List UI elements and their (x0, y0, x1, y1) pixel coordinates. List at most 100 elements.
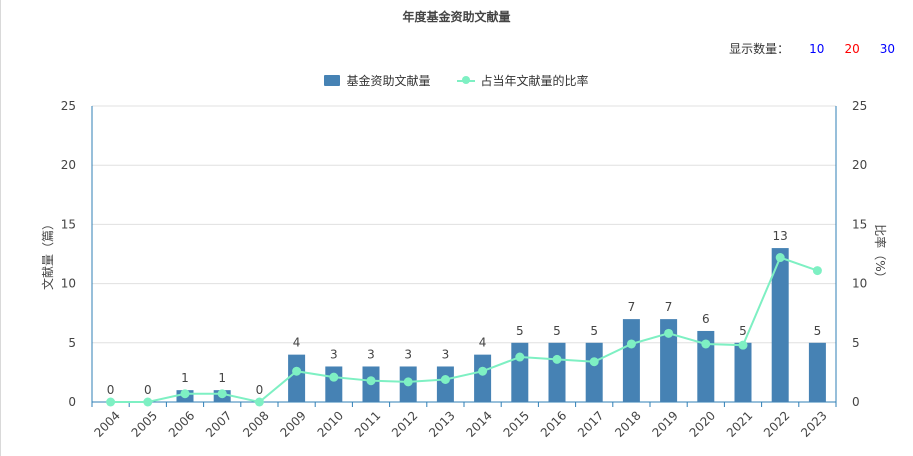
bar-data-label: 1 (181, 371, 189, 385)
x-tick-label: 2022 (761, 408, 792, 439)
ratio-point (106, 397, 116, 407)
x-tick-label: 2004 (91, 408, 122, 439)
ratio-point (440, 375, 450, 385)
ratio-point (180, 389, 190, 399)
y-tick-label: 5 (68, 336, 76, 350)
display-count-option-30[interactable]: 30 (879, 42, 895, 56)
chart-title: 年度基金资助文献量 (402, 10, 511, 24)
bar-data-label: 3 (404, 347, 412, 361)
x-tick-label: 2008 (240, 408, 271, 439)
ratio-point (143, 397, 153, 407)
bar-data-label: 13 (773, 229, 788, 243)
x-tick-label: 2010 (315, 408, 346, 439)
x-tick-label: 2014 (463, 408, 494, 439)
x-tick-label: 2023 (798, 408, 829, 439)
ratio-point (292, 366, 302, 376)
bar (548, 342, 566, 402)
y-tick-label: 10 (61, 277, 76, 291)
y-tick-label: 20 (61, 158, 76, 172)
x-tick-label: 2019 (649, 408, 680, 439)
y-tick-label: 0 (68, 395, 76, 409)
display-count-option-20[interactable]: 20 (844, 42, 860, 56)
bar-data-label: 0 (256, 383, 264, 397)
y2-tick-label: 10 (852, 277, 867, 291)
ratio-point (254, 397, 264, 407)
ratio-point (701, 339, 711, 349)
bar-data-label: 0 (107, 383, 115, 397)
legend-item-bar-series[interactable]: 基金资助文献量 (324, 72, 431, 89)
bar (288, 354, 306, 402)
display-count-control: 显示数量： 10 20 30 (729, 40, 895, 57)
x-tick-label: 2017 (575, 408, 606, 439)
x-tick-label: 2009 (277, 408, 308, 439)
bar (474, 354, 492, 402)
y-tick-label: 15 (61, 217, 76, 231)
ratio-point (552, 354, 562, 364)
bar (734, 342, 752, 402)
ratio-point (664, 328, 674, 338)
ratio-point (515, 352, 525, 362)
bar-data-label: 5 (590, 324, 598, 338)
legend-bar-swatch (324, 75, 341, 86)
bar (622, 319, 640, 402)
y2-tick-label: 5 (852, 336, 860, 350)
y2-tick-label: 15 (852, 217, 867, 231)
bar-data-label: 3 (367, 347, 375, 361)
x-tick-label: 2020 (687, 408, 718, 439)
legend-line-label: 占当年文献量的比率 (480, 74, 589, 88)
ratio-point (626, 339, 636, 349)
bar (325, 366, 343, 402)
bar-data-label: 5 (814, 324, 822, 338)
bar (660, 319, 678, 402)
bar-data-label: 1 (218, 371, 226, 385)
x-tick-label: 2015 (501, 408, 532, 439)
ratio-point (217, 389, 227, 399)
y2-tick-label: 0 (852, 395, 860, 409)
y2-tick-label: 20 (852, 158, 867, 172)
bar (771, 248, 789, 402)
display-count-label: 显示数量： (729, 42, 790, 56)
display-count-option-10[interactable]: 10 (809, 42, 825, 56)
legend-line-swatch (456, 75, 475, 86)
ratio-point (366, 376, 376, 386)
bar-data-label: 4 (293, 336, 301, 350)
page-left-border (0, 0, 1, 456)
x-tick-label: 2005 (129, 408, 160, 439)
x-tick-label: 2016 (538, 408, 569, 439)
chart-legend: 基金资助文献量 占当年文献量的比率 (0, 72, 913, 89)
bar (808, 342, 826, 402)
legend-bar-label: 基金资助文献量 (346, 74, 431, 88)
bar-data-label: 5 (739, 324, 747, 338)
bar (585, 342, 603, 402)
ratio-point (589, 357, 599, 367)
x-tick-label: 2007 (203, 408, 234, 439)
y2-tick-label: 25 (852, 99, 867, 113)
ratio-point (478, 366, 488, 376)
ratio-line (110, 256, 818, 404)
x-tick-label: 2012 (389, 408, 420, 439)
x-tick-label: 2011 (352, 408, 383, 439)
ratio-point (812, 266, 822, 276)
ratio-point (403, 377, 413, 387)
x-tick-label: 2018 (612, 408, 643, 439)
bar (511, 342, 529, 402)
ratio-point (738, 340, 748, 350)
y2-axis-title: 比率（%） (873, 224, 888, 283)
bar-data-label: 4 (479, 336, 487, 350)
bar-data-label: 5 (553, 324, 561, 338)
legend-item-line-series[interactable]: 占当年文献量的比率 (456, 72, 589, 89)
x-tick-label: 2006 (166, 408, 197, 439)
y-axis-title: 文献量（篇） (40, 218, 55, 290)
bar (697, 330, 715, 402)
x-tick-label: 2013 (426, 408, 457, 439)
bar-data-label: 3 (330, 347, 338, 361)
bar-data-label: 7 (628, 300, 636, 314)
bar-data-label: 3 (442, 347, 450, 361)
y-tick-label: 25 (61, 99, 76, 113)
x-tick-label: 2021 (724, 408, 755, 439)
ratio-point (329, 372, 339, 382)
bar (436, 366, 454, 402)
bar-data-label: 5 (516, 324, 524, 338)
bar-data-label: 7 (665, 300, 673, 314)
